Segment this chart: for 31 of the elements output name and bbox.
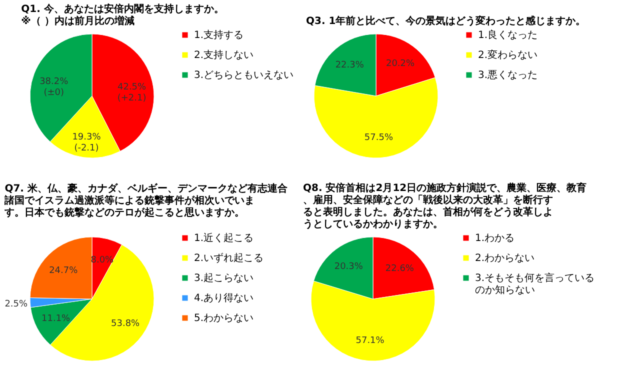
legend-label: 3.そもそも何を言っているのか知らない	[475, 272, 595, 296]
data-label: 22.3%	[335, 60, 364, 71]
data-label: 2.5%	[4, 299, 28, 310]
data-label: 19.3% (-2.1)	[72, 132, 102, 154]
data-label: 57.5%	[364, 132, 394, 143]
legend-label: 1.近く起こる	[194, 232, 254, 244]
legend-label: 2.わからない	[475, 253, 535, 264]
data-label: 20.2%	[386, 59, 415, 70]
chart-title: Q7. 米、仏、豪、カナダ、ベルギー、デンマークなど有志連合諸国でイスラム過激派等による銃撃事件が相次いでいます。日本でも銃撃などのテロが起こると思いますか。	[4, 182, 288, 218]
data-label: 53.8%	[111, 318, 140, 329]
legend-label: 1.良くなった	[478, 29, 538, 41]
legend-label: 2.変わらない	[478, 49, 538, 61]
data-label: 22.6%	[385, 264, 414, 274]
legend-label: 2.いずれ起こる	[194, 252, 264, 264]
data-label: 42.5% (+2.1)	[117, 82, 147, 104]
legend-label: 4.あり得ない	[194, 293, 254, 304]
legend-label: 3.悪くなった	[478, 70, 538, 81]
chart-title: Q3. 1年前と比べて、今の景気はどう変わったと感じますか。	[306, 15, 586, 27]
legend-label: 3.起こらない	[194, 272, 254, 284]
legend-label: 2.支持しない	[194, 49, 254, 61]
legend-label: 1.支持する	[194, 29, 244, 41]
chart-title: Q1. 今、あなたは安倍内閣を支持しますか。 ※（ ）内は前月比の増減	[21, 3, 224, 27]
data-label: 24.7%	[49, 266, 78, 276]
data-label: 11.1%	[42, 314, 71, 324]
data-label: 38.2% (±0)	[40, 77, 69, 98]
legend-label: 1.わかる	[475, 233, 515, 244]
legend-label: 5.わからない	[194, 313, 254, 324]
legend-label: 3.どちらともいえない	[194, 70, 294, 81]
chart-title: Q8. 安倍首相は2月12日の施政方針演説で、農業、医療、教育、雇用、安全保障などの「戦後以来の大改革」を断行すると表明しました。あなたは、首相が何をどう改革しようとしているかわかりますか。	[303, 182, 587, 230]
data-label: 20.3%	[334, 262, 364, 272]
data-label: 57.1%	[356, 336, 385, 346]
